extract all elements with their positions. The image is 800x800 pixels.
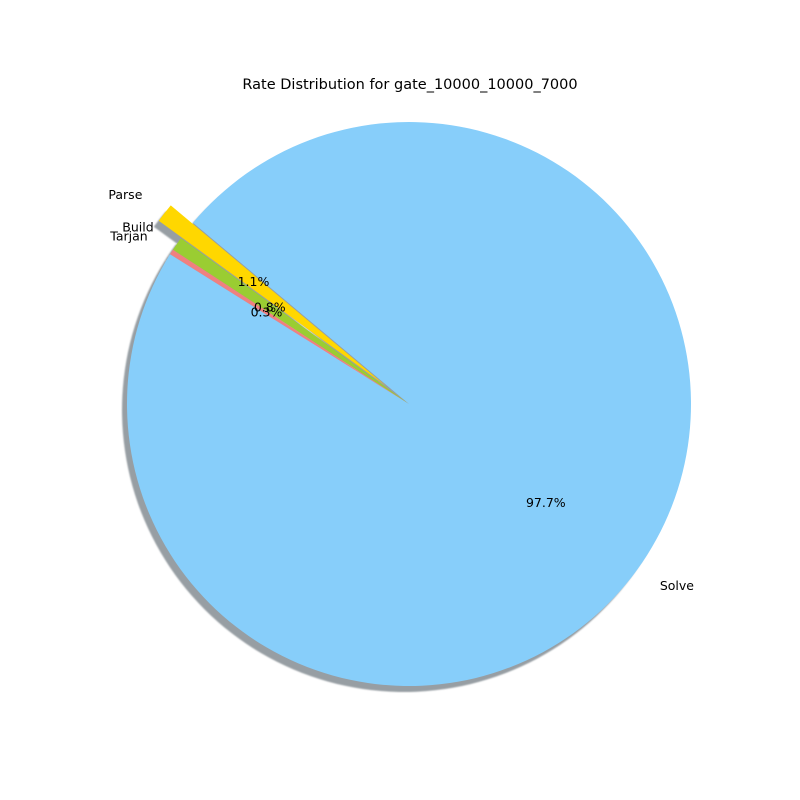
chart-title: Rate Distribution for gate_10000_10000_7…: [242, 77, 577, 93]
pie-labels: Parse 1.1% Build 0.8% Tarjan 0.3% Solve 97.7%: [108, 187, 694, 593]
pie-slice-solve: [127, 121, 692, 687]
slice-label-tarjan: Tarjan: [109, 228, 147, 243]
slice-label-build: Build: [122, 219, 153, 234]
slice-percent-tarjan: 0.3%: [251, 304, 283, 319]
slice-label-parse: Parse: [108, 187, 142, 202]
slice-percent-solve: 97.7%: [526, 495, 566, 510]
slice-percent-build: 0.8%: [254, 299, 286, 314]
pie-slice-build: [172, 238, 409, 404]
pie-slice-tarjan: [170, 249, 409, 404]
slice-percent-parse: 1.1%: [238, 274, 270, 289]
slice-label-solve: Solve: [660, 578, 694, 593]
pie-slices: [127, 121, 692, 687]
pie-slice-parse: [158, 205, 387, 387]
